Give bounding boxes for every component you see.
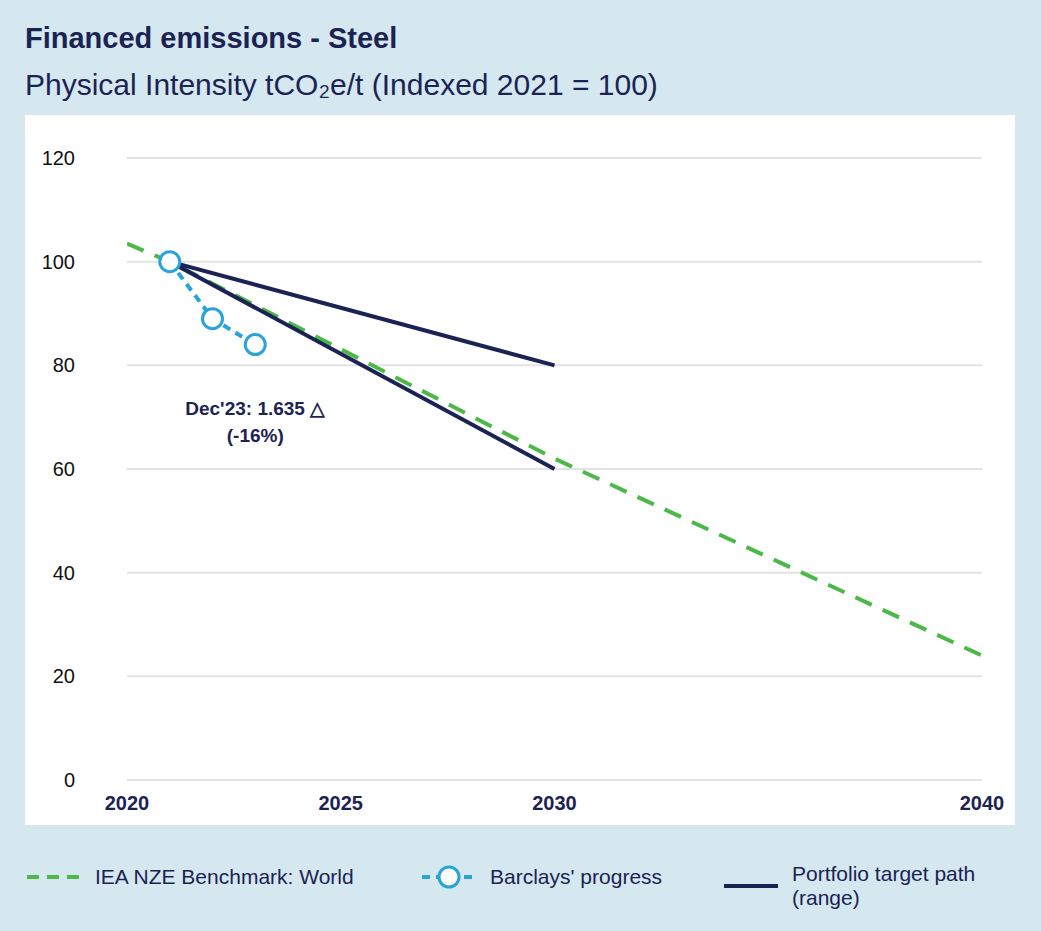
html-text:Physical Intensity tCO₂e/t (In: Physical Intensity tCO₂e/t (Indexed 2021… (25, 68, 658, 101)
svg-text:40: 40 (53, 562, 75, 584)
svg-text:100: 100 (42, 251, 75, 273)
svg-text:2030: 2030 (532, 792, 577, 814)
html-text:IEA NZE Benchmark: World: IEA NZE Benchmark: World (95, 865, 354, 888)
html-text:Financed emissions - Steel: Financed emissions - Steel (25, 22, 398, 54)
svg-text:(-16%): (-16%) (227, 425, 284, 446)
svg-text:2025: 2025 (319, 792, 364, 814)
svg-text:2020: 2020 (105, 792, 150, 814)
svg-text:2040: 2040 (960, 792, 1005, 814)
svg-text:Dec'23: 1.635 △: Dec'23: 1.635 △ (185, 398, 326, 419)
svg-text:120: 120 (42, 147, 75, 169)
html-text:Portfolio target path (range): Portfolio target path (range) (792, 862, 976, 909)
svg-text:60: 60 (53, 458, 75, 480)
html-text:Barclays' progress: Barclays' progress (490, 865, 663, 888)
svg-text:20: 20 (53, 665, 75, 687)
svg-text:0: 0 (64, 769, 75, 791)
svg-text:80: 80 (53, 354, 75, 376)
